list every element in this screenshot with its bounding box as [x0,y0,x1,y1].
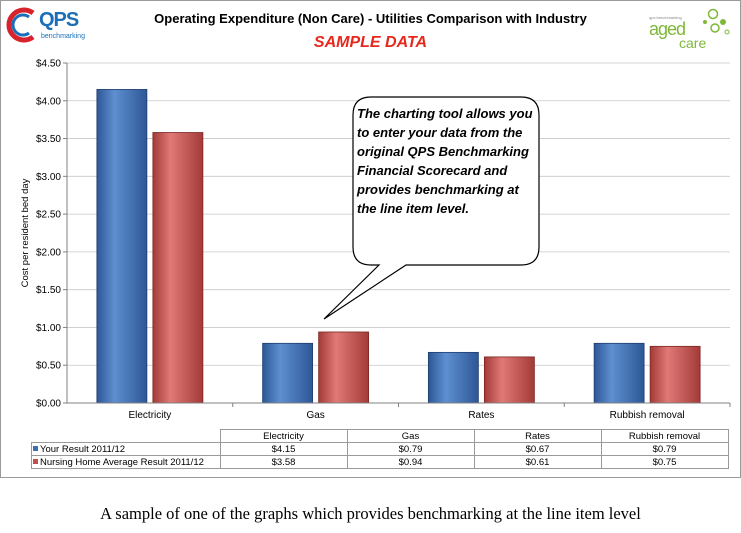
bar-2-rates [483,356,535,404]
y-tick-label: $0.00 [36,399,61,410]
y-tick-label: $2.50 [36,210,61,221]
bar-1-rates [427,351,479,404]
data-table-corner [31,429,221,443]
table-header-cell: Gas [346,429,475,443]
bar-2-rubbish-removal [649,345,701,404]
table-header-cell: Rubbish removal [600,429,729,443]
legend-swatch [33,446,38,452]
table-cell: $0.75 [600,455,729,469]
table-cell: $0.67 [473,442,602,456]
qps-ring-icon [6,7,35,43]
qps-logo-text: QPS [39,9,79,31]
y-tick-label: $4.00 [36,96,61,107]
y-tick-label: $1.50 [36,285,61,296]
chart-title: Operating Expenditure (Non Care) - Utili… [154,11,587,26]
legend-label: Your Result 2011/12 [40,443,126,455]
bar-1-rubbish-removal [593,342,645,404]
bar-1-gas [262,342,314,404]
y-tick-label: $1.00 [36,323,61,334]
table-row: Your Result 2011/12 $4.15 $0.79 $0.67 $0… [31,442,729,456]
aged-care-logo: qps benchmarking aged care [641,5,737,53]
y-axis-title: Cost per resident bed day [20,178,31,287]
aged-care-logo-care: care [679,35,707,51]
x-tick-label: Electricity [128,410,171,421]
y-tick-label: $0.50 [36,361,61,372]
table-cell: $0.79 [346,442,475,456]
table-row: Nursing Home Average Result 2011/12 $3.5… [31,455,729,469]
legend-entry-series2: Nursing Home Average Result 2011/12 [31,455,221,469]
callout-text: The charting tool allows you to enter yo… [357,106,533,216]
data-table: Electricity Gas Rates Rubbish removal Yo… [31,429,729,469]
callout-bubble [323,96,540,320]
figure-caption: A sample of one of the graphs which prov… [100,504,641,523]
bar-2-gas [318,331,370,404]
table-cell: $4.15 [219,442,348,456]
x-tick-label: Rubbish removal [610,410,685,421]
y-tick-label: $4.50 [36,59,61,70]
qps-logo-tagline: benchmarking [41,33,85,40]
table-cell: $3.58 [219,455,348,469]
bar-2-electricity [152,132,204,404]
legend-swatch [33,459,38,465]
chart-plot: $0.00 $0.50 $1.00 $1.50 $2.00 $2.50 $3.00 $3.50… [20,59,731,421]
y-tick-label: $3.50 [36,134,61,145]
table-cell: $0.61 [473,455,602,469]
x-tick-label: Gas [306,410,324,421]
legend-entry-series1: Your Result 2011/12 [31,442,221,456]
table-header-cell: Rates [473,429,602,443]
data-table-header: Electricity Gas Rates Rubbish removal [31,429,729,443]
table-cell: $0.79 [600,442,729,456]
bar-1-electricity [96,89,148,404]
x-tick-label: Rates [468,410,494,421]
table-header-cell: Electricity [219,429,348,443]
chart-subtitle: SAMPLE DATA [313,34,428,51]
table-cell: $0.94 [346,455,475,469]
chart-frame: QPS benchmarking qps benchmarking aged c… [0,0,741,478]
qps-logo: QPS benchmarking [5,7,125,43]
aged-care-logo-small: qps benchmarking [649,15,682,20]
aged-care-logo-aged: aged [649,19,686,39]
y-tick-label: $2.00 [36,247,61,258]
y-tick-label: $3.00 [36,172,61,183]
legend-label: Nursing Home Average Result 2011/12 [40,456,204,468]
dots-icon [703,8,730,35]
